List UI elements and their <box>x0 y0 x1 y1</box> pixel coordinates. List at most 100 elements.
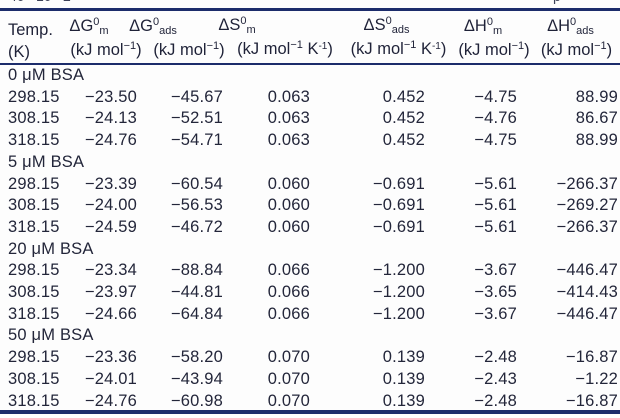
cell-temp: 308.15 <box>8 283 60 302</box>
column-symbol: ΔH0m <box>463 16 503 37</box>
data-row: 318.15 −24.76 −60.98 0.070 0.139 −2.48 −16.87 <box>0 391 620 413</box>
table-body: 0 μM BSA 298.15 −23.50 −45.67 0.063 0.452 −4.7… <box>0 64 620 412</box>
cell-dG0_m: −24.59 <box>84 217 137 236</box>
caption-fragment: · <box>2 0 7 4</box>
cell-temp: 308.15 <box>8 369 60 388</box>
cell-dG0_ads: −44.81 <box>170 283 223 302</box>
cell-dS0_ads: 0.139 <box>382 348 425 367</box>
column-header-dH0_ads: ΔH0ads (kJ mol−1) <box>533 11 620 65</box>
data-row: 308.15 −24.13 −52.51 0.063 0.452 −4.76 86.67 <box>0 108 620 130</box>
cell-dS0_m: 0.066 <box>267 304 310 323</box>
column-unit: (kJ mol−1 K-1) <box>237 39 333 58</box>
section-row: 0 μM BSA <box>0 64 620 87</box>
cell-dH0_m: −5.61 <box>474 196 517 215</box>
column-symbol: ΔS0ads <box>363 15 410 36</box>
cell-dS0_ads: −1.200 <box>372 283 425 302</box>
cell-dS0_ads: −0.691 <box>372 217 425 236</box>
cell-temp: 298.15 <box>8 261 60 280</box>
cell-dH0_m: −2.48 <box>474 348 517 367</box>
column-unit: (kJ mol−1) <box>458 40 530 59</box>
header-row: Temp. (K) ΔG0m (kJ mol−1) ΔG0ads (kJ mol−1) ΔS… <box>0 11 620 65</box>
column-header-dH0_m: ΔH0m (kJ mol−1) <box>455 11 533 65</box>
cell-dH0_m: −5.61 <box>474 174 517 193</box>
column-header-dG0_ads: ΔG0ads (kJ mol−1) <box>129 11 228 65</box>
cell-dS0_ads: 0.139 <box>382 369 425 388</box>
cell-dG0_m: −24.13 <box>84 109 137 128</box>
cell-dG0_m: −23.39 <box>84 174 137 193</box>
cell-dS0_ads: −0.691 <box>372 174 425 193</box>
data-row: 318.15 −24.76 −54.71 0.063 0.452 −4.75 88.99 <box>0 130 620 152</box>
cell-temp: 318.15 <box>8 131 60 150</box>
cell-dH0_ads: −446.47 <box>556 304 618 323</box>
section-label: 0 μM BSA <box>8 66 85 84</box>
column-header-dS0_ads: ΔS0ads (kJ mol−1 K-1) <box>342 11 455 65</box>
cell-temp: 298.15 <box>8 348 60 367</box>
cell-dG0_m: −23.97 <box>84 283 137 302</box>
column-symbol: ΔH0ads <box>547 16 594 37</box>
table-header: Temp. (K) ΔG0m (kJ mol−1) ΔG0ads (kJ mol−1) ΔS… <box>0 11 620 65</box>
cell-dH0_ads: −1.22 <box>575 369 618 388</box>
cell-dG0_m: −23.50 <box>84 87 137 106</box>
cell-dS0_ads: 0.452 <box>382 131 425 150</box>
cell-dS0_m: 0.060 <box>267 174 310 193</box>
section-row: 50 μM BSA <box>0 325 620 347</box>
data-row: 298.15 −23.34 −88.84 0.066 −1.200 −3.67 −446.4… <box>0 260 620 282</box>
data-row: 298.15 −23.39 −60.54 0.060 −0.691 −5.61 −266.3… <box>0 174 620 196</box>
cell-temp: 318.15 <box>8 391 60 410</box>
cell-temp: 308.15 <box>8 196 60 215</box>
cell-dH0_ads: 88.99 <box>575 87 618 106</box>
cell-dG0_m: −23.36 <box>84 348 137 367</box>
cell-dG0_ads: −43.94 <box>170 369 223 388</box>
cell-dG0_ads: −52.51 <box>170 109 223 128</box>
cell-dS0_ads: −1.200 <box>372 261 425 280</box>
caption-fragment: 40 <box>9 0 25 4</box>
cell-dG0_m: −24.00 <box>84 196 137 215</box>
data-row: 308.15 −24.00 −56.53 0.060 −0.691 −5.61 −269.2… <box>0 195 620 217</box>
cell-dH0_m: −3.65 <box>474 283 517 302</box>
cell-dS0_ads: 0.139 <box>382 391 425 410</box>
cell-temp: 298.15 <box>8 87 60 106</box>
cell-dS0_m: 0.060 <box>267 196 310 215</box>
data-row: 298.15 −23.50 −45.67 0.063 0.452 −4.75 88.99 <box>0 87 620 109</box>
column-symbol: ΔG0m <box>69 16 109 37</box>
cell-temp: 308.15 <box>8 109 60 128</box>
caption-fragment: 10 <box>36 0 52 4</box>
cell-dS0_ads: 0.452 <box>382 109 425 128</box>
cell-dH0_m: −2.48 <box>474 391 517 410</box>
cell-dG0_ads: −60.98 <box>170 391 223 410</box>
column-symbol: ΔS0m <box>218 15 256 36</box>
column-symbol: ΔG0ads <box>129 16 177 37</box>
section-label: 50 μM BSA <box>8 326 94 345</box>
cell-dH0_ads: −446.47 <box>556 261 618 280</box>
cell-dG0_ads: −54.71 <box>170 131 223 150</box>
cell-dH0_m: −5.61 <box>474 217 517 236</box>
cell-dS0_ads: −1.200 <box>372 304 425 323</box>
cell-dG0_m: −24.01 <box>84 369 137 388</box>
cell-dS0_ads: 0.452 <box>382 87 425 106</box>
cell-temp: 318.15 <box>8 217 60 236</box>
cell-dS0_m: 0.066 <box>267 261 310 280</box>
cell-dS0_m: 0.063 <box>267 87 310 106</box>
table-bottom-rule <box>0 410 620 414</box>
section-label: 5 μM BSA <box>8 152 85 171</box>
data-row: 308.15 −24.01 −43.94 0.070 0.139 −2.43 −1.22 <box>0 369 620 391</box>
cell-dH0_m: −4.76 <box>474 109 517 128</box>
cell-dH0_m: −4.75 <box>474 131 517 150</box>
caption-fragment: 2 <box>63 0 71 4</box>
cell-temp: 318.15 <box>8 304 60 323</box>
section-row: 20 μM BSA <box>0 239 620 261</box>
cell-dG0_ads: −58.20 <box>170 348 223 367</box>
data-row: 298.15 −23.36 −58.20 0.070 0.139 −2.48 −16.87 <box>0 347 620 369</box>
cell-dG0_m: −23.34 <box>84 261 137 280</box>
cell-dH0_ads: −266.37 <box>556 217 618 236</box>
cell-dS0_m: 0.066 <box>267 283 310 302</box>
cell-dS0_m: 0.063 <box>267 109 310 128</box>
cell-dH0_ads: −16.87 <box>565 348 618 367</box>
cell-dS0_m: 0.060 <box>267 217 310 236</box>
cell-dS0_m: 0.063 <box>267 131 310 150</box>
cell-dH0_ads: −16.87 <box>565 391 618 410</box>
cell-dS0_m: 0.070 <box>267 369 310 388</box>
cell-dH0_m: −3.67 <box>474 304 517 323</box>
data-row: 308.15 −23.97 −44.81 0.066 −1.200 −3.65 −414.4… <box>0 282 620 304</box>
column-unit: (kJ mol−1) <box>540 40 613 59</box>
